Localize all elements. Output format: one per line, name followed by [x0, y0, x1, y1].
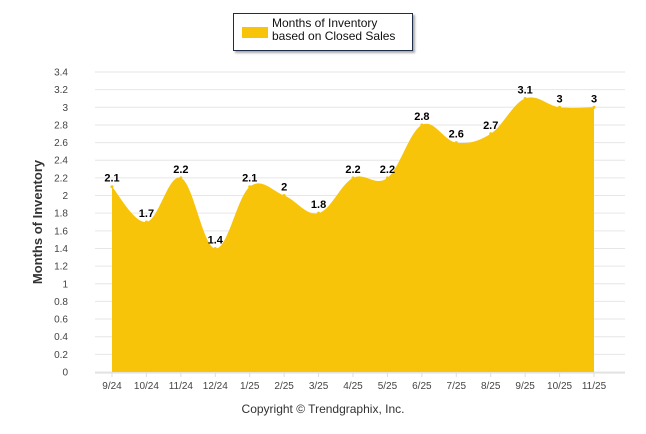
x-tick-label: 12/24	[203, 381, 228, 392]
data-label: 2	[281, 182, 287, 194]
series-area	[112, 97, 594, 372]
y-tick-label: 0.8	[54, 297, 68, 308]
data-point	[592, 105, 596, 109]
data-label: 2.2	[345, 164, 360, 176]
data-label: 3	[591, 93, 597, 105]
x-tick-label: 7/25	[447, 381, 467, 392]
y-axis-label: Months of Inventory	[30, 159, 45, 284]
data-point	[144, 220, 148, 224]
data-point	[213, 246, 217, 250]
data-label: 3	[557, 93, 563, 105]
x-tick-label: 10/25	[547, 381, 572, 392]
legend-swatch	[242, 27, 268, 38]
y-tick-label: 3.2	[54, 85, 68, 96]
x-tick-label: 11/25	[582, 381, 607, 392]
data-label: 2.1	[104, 173, 119, 185]
x-tick-label: 11/24	[169, 381, 194, 392]
data-label: 2.6	[449, 129, 464, 141]
x-tick-label: 9/25	[515, 381, 535, 392]
data-point	[385, 176, 389, 180]
y-tick-label: 1.6	[54, 226, 68, 237]
legend-label: Months of Inventory based on Closed Sale…	[272, 16, 396, 43]
y-tick-label: 1.2	[54, 262, 68, 273]
x-tick-label: 4/25	[343, 381, 363, 392]
y-tick-label: 0	[62, 368, 68, 379]
data-point	[454, 141, 458, 145]
data-point	[317, 211, 321, 215]
y-tick-label: 2.8	[54, 120, 68, 131]
y-tick-label: 1	[62, 279, 68, 290]
x-tick-label: 1/25	[240, 381, 260, 392]
data-point	[282, 194, 286, 198]
data-point	[179, 176, 183, 180]
data-label: 2.2	[173, 164, 188, 176]
data-point	[523, 96, 527, 100]
y-tick-label: 1.4	[54, 244, 68, 255]
y-tick-label: 3	[62, 103, 68, 114]
x-tick-label: 9/24	[102, 381, 122, 392]
data-label: 2.7	[483, 120, 498, 132]
y-tick-label: 0.4	[54, 332, 68, 343]
data-label: 1.4	[208, 234, 224, 246]
data-point	[351, 176, 355, 180]
y-tick-label: 1.8	[54, 209, 68, 220]
x-tick-label: 10/24	[134, 381, 159, 392]
data-label: 2.1	[242, 173, 257, 185]
legend: Months of Inventory based on Closed Sale…	[233, 13, 413, 51]
y-tick-label: 2.2	[54, 173, 68, 184]
y-tick-label: 2.6	[54, 138, 68, 149]
x-tick-label: 6/25	[412, 381, 432, 392]
copyright: Copyright © Trendgraphix, Inc.	[241, 402, 405, 416]
y-tick-label: 0.6	[54, 315, 68, 326]
data-label: 2.2	[380, 164, 395, 176]
data-point	[110, 185, 114, 189]
data-label: 2.8	[414, 111, 429, 123]
y-tick-label: 2	[62, 191, 68, 202]
y-tick-label: 3.4	[54, 68, 68, 79]
data-label: 3.1	[517, 84, 532, 96]
data-point	[248, 185, 252, 189]
x-tick-label: 5/25	[378, 381, 398, 392]
data-label: 1.7	[139, 208, 154, 220]
data-point	[489, 132, 493, 136]
x-tick-label: 2/25	[274, 381, 294, 392]
y-tick-label: 2.4	[54, 156, 68, 167]
data-point	[558, 105, 562, 109]
x-tick-label: 3/25	[309, 381, 329, 392]
y-tick-label: 0.2	[54, 350, 68, 361]
data-label: 1.8	[311, 199, 326, 211]
data-point	[420, 123, 424, 127]
x-tick-label: 8/25	[481, 381, 501, 392]
